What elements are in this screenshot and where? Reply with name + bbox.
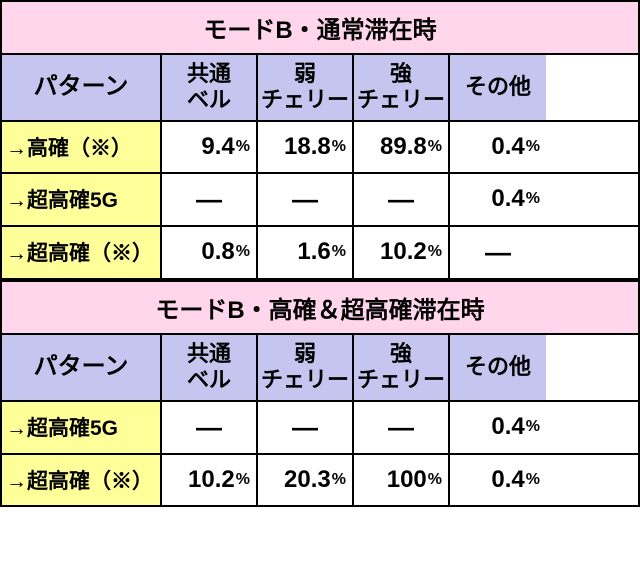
value-percent: % bbox=[236, 243, 250, 261]
header-col-4: その他 bbox=[450, 55, 546, 120]
dash: — bbox=[360, 412, 442, 443]
row-label: →超高確5G bbox=[2, 174, 162, 225]
value-percent: % bbox=[332, 471, 346, 489]
value-percent: % bbox=[526, 471, 540, 489]
table-section: モードB・通常滞在時パターン共通ベル弱チェリー強チェリーその他→高確（※）9.4… bbox=[0, 0, 640, 280]
value-percent: % bbox=[526, 418, 540, 436]
header-row: パターン共通ベル弱チェリー強チェリーその他 bbox=[0, 333, 640, 400]
table-section: モードB・高確＆超高確滞在時パターン共通ベル弱チェリー強チェリーその他→超高確5… bbox=[0, 280, 640, 507]
header-row: パターン共通ベル弱チェリー強チェリーその他 bbox=[0, 53, 640, 120]
value-number: 0.4 bbox=[491, 133, 524, 161]
value-number: 10.2 bbox=[188, 466, 235, 494]
header-col-2: 弱チェリー bbox=[258, 55, 354, 120]
value-number: 0.4 bbox=[491, 466, 524, 494]
data-cell: 0.4% bbox=[450, 122, 546, 172]
header-col-3: 強チェリー bbox=[354, 55, 450, 120]
value-percent: % bbox=[332, 243, 346, 261]
data-cell: — bbox=[258, 402, 354, 453]
table-row: →超高確（※）0.8%1.6%10.2%— bbox=[0, 225, 640, 280]
data-cell: 18.8% bbox=[258, 122, 354, 172]
data-cell: 100% bbox=[354, 455, 450, 505]
value-number: 18.8 bbox=[284, 133, 331, 161]
dash: — bbox=[168, 184, 250, 215]
row-label: →超高確5G bbox=[2, 402, 162, 453]
data-cell: 0.4% bbox=[450, 174, 546, 225]
dash: — bbox=[264, 184, 346, 215]
data-cell: — bbox=[162, 402, 258, 453]
header-pattern: パターン bbox=[2, 335, 162, 400]
data-cell: 20.3% bbox=[258, 455, 354, 505]
data-cell: 10.2% bbox=[354, 227, 450, 278]
dash: — bbox=[264, 412, 346, 443]
header-col-1: 共通ベル bbox=[162, 335, 258, 400]
value-number: 0.4 bbox=[491, 413, 524, 441]
data-cell: — bbox=[354, 402, 450, 453]
data-cell: — bbox=[162, 174, 258, 225]
value-number: 0.4 bbox=[491, 185, 524, 213]
value-number: 100 bbox=[387, 466, 427, 494]
data-cell: 0.4% bbox=[450, 402, 546, 453]
header-col-1: 共通ベル bbox=[162, 55, 258, 120]
data-cell: 89.8% bbox=[354, 122, 450, 172]
value-number: 10.2 bbox=[380, 238, 427, 266]
value-percent: % bbox=[428, 243, 442, 261]
value-percent: % bbox=[428, 138, 442, 156]
value-percent: % bbox=[236, 138, 250, 156]
dash: — bbox=[360, 184, 442, 215]
dash: — bbox=[456, 237, 540, 268]
dash: — bbox=[168, 412, 250, 443]
table-row: →超高確5G———0.4% bbox=[0, 172, 640, 225]
value-number: 89.8 bbox=[380, 133, 427, 161]
header-pattern: パターン bbox=[2, 55, 162, 120]
data-cell: 0.4% bbox=[450, 455, 546, 505]
data-cell: 9.4% bbox=[162, 122, 258, 172]
header-col-2: 弱チェリー bbox=[258, 335, 354, 400]
value-percent: % bbox=[332, 138, 346, 156]
row-label: →超高確（※） bbox=[2, 455, 162, 505]
table-container: モードB・通常滞在時パターン共通ベル弱チェリー強チェリーその他→高確（※）9.4… bbox=[0, 0, 640, 507]
data-cell: — bbox=[450, 227, 546, 278]
value-number: 0.8 bbox=[201, 238, 234, 266]
data-cell: 10.2% bbox=[162, 455, 258, 505]
data-cell: — bbox=[354, 174, 450, 225]
row-label: →超高確（※） bbox=[2, 227, 162, 278]
row-label: →高確（※） bbox=[2, 122, 162, 172]
value-percent: % bbox=[236, 471, 250, 489]
data-cell: 0.8% bbox=[162, 227, 258, 278]
section-title: モードB・通常滞在時 bbox=[0, 0, 640, 53]
data-cell: — bbox=[258, 174, 354, 225]
value-number: 9.4 bbox=[201, 133, 234, 161]
table-row: →高確（※）9.4%18.8%89.8%0.4% bbox=[0, 120, 640, 172]
value-number: 20.3 bbox=[284, 466, 331, 494]
section-title: モードB・高確＆超高確滞在時 bbox=[0, 280, 640, 333]
value-percent: % bbox=[526, 190, 540, 208]
header-col-3: 強チェリー bbox=[354, 335, 450, 400]
header-col-4: その他 bbox=[450, 335, 546, 400]
value-number: 1.6 bbox=[297, 238, 330, 266]
data-cell: 1.6% bbox=[258, 227, 354, 278]
table-row: →超高確（※）10.2%20.3%100%0.4% bbox=[0, 453, 640, 507]
value-percent: % bbox=[428, 471, 442, 489]
table-row: →超高確5G———0.4% bbox=[0, 400, 640, 453]
value-percent: % bbox=[526, 138, 540, 156]
